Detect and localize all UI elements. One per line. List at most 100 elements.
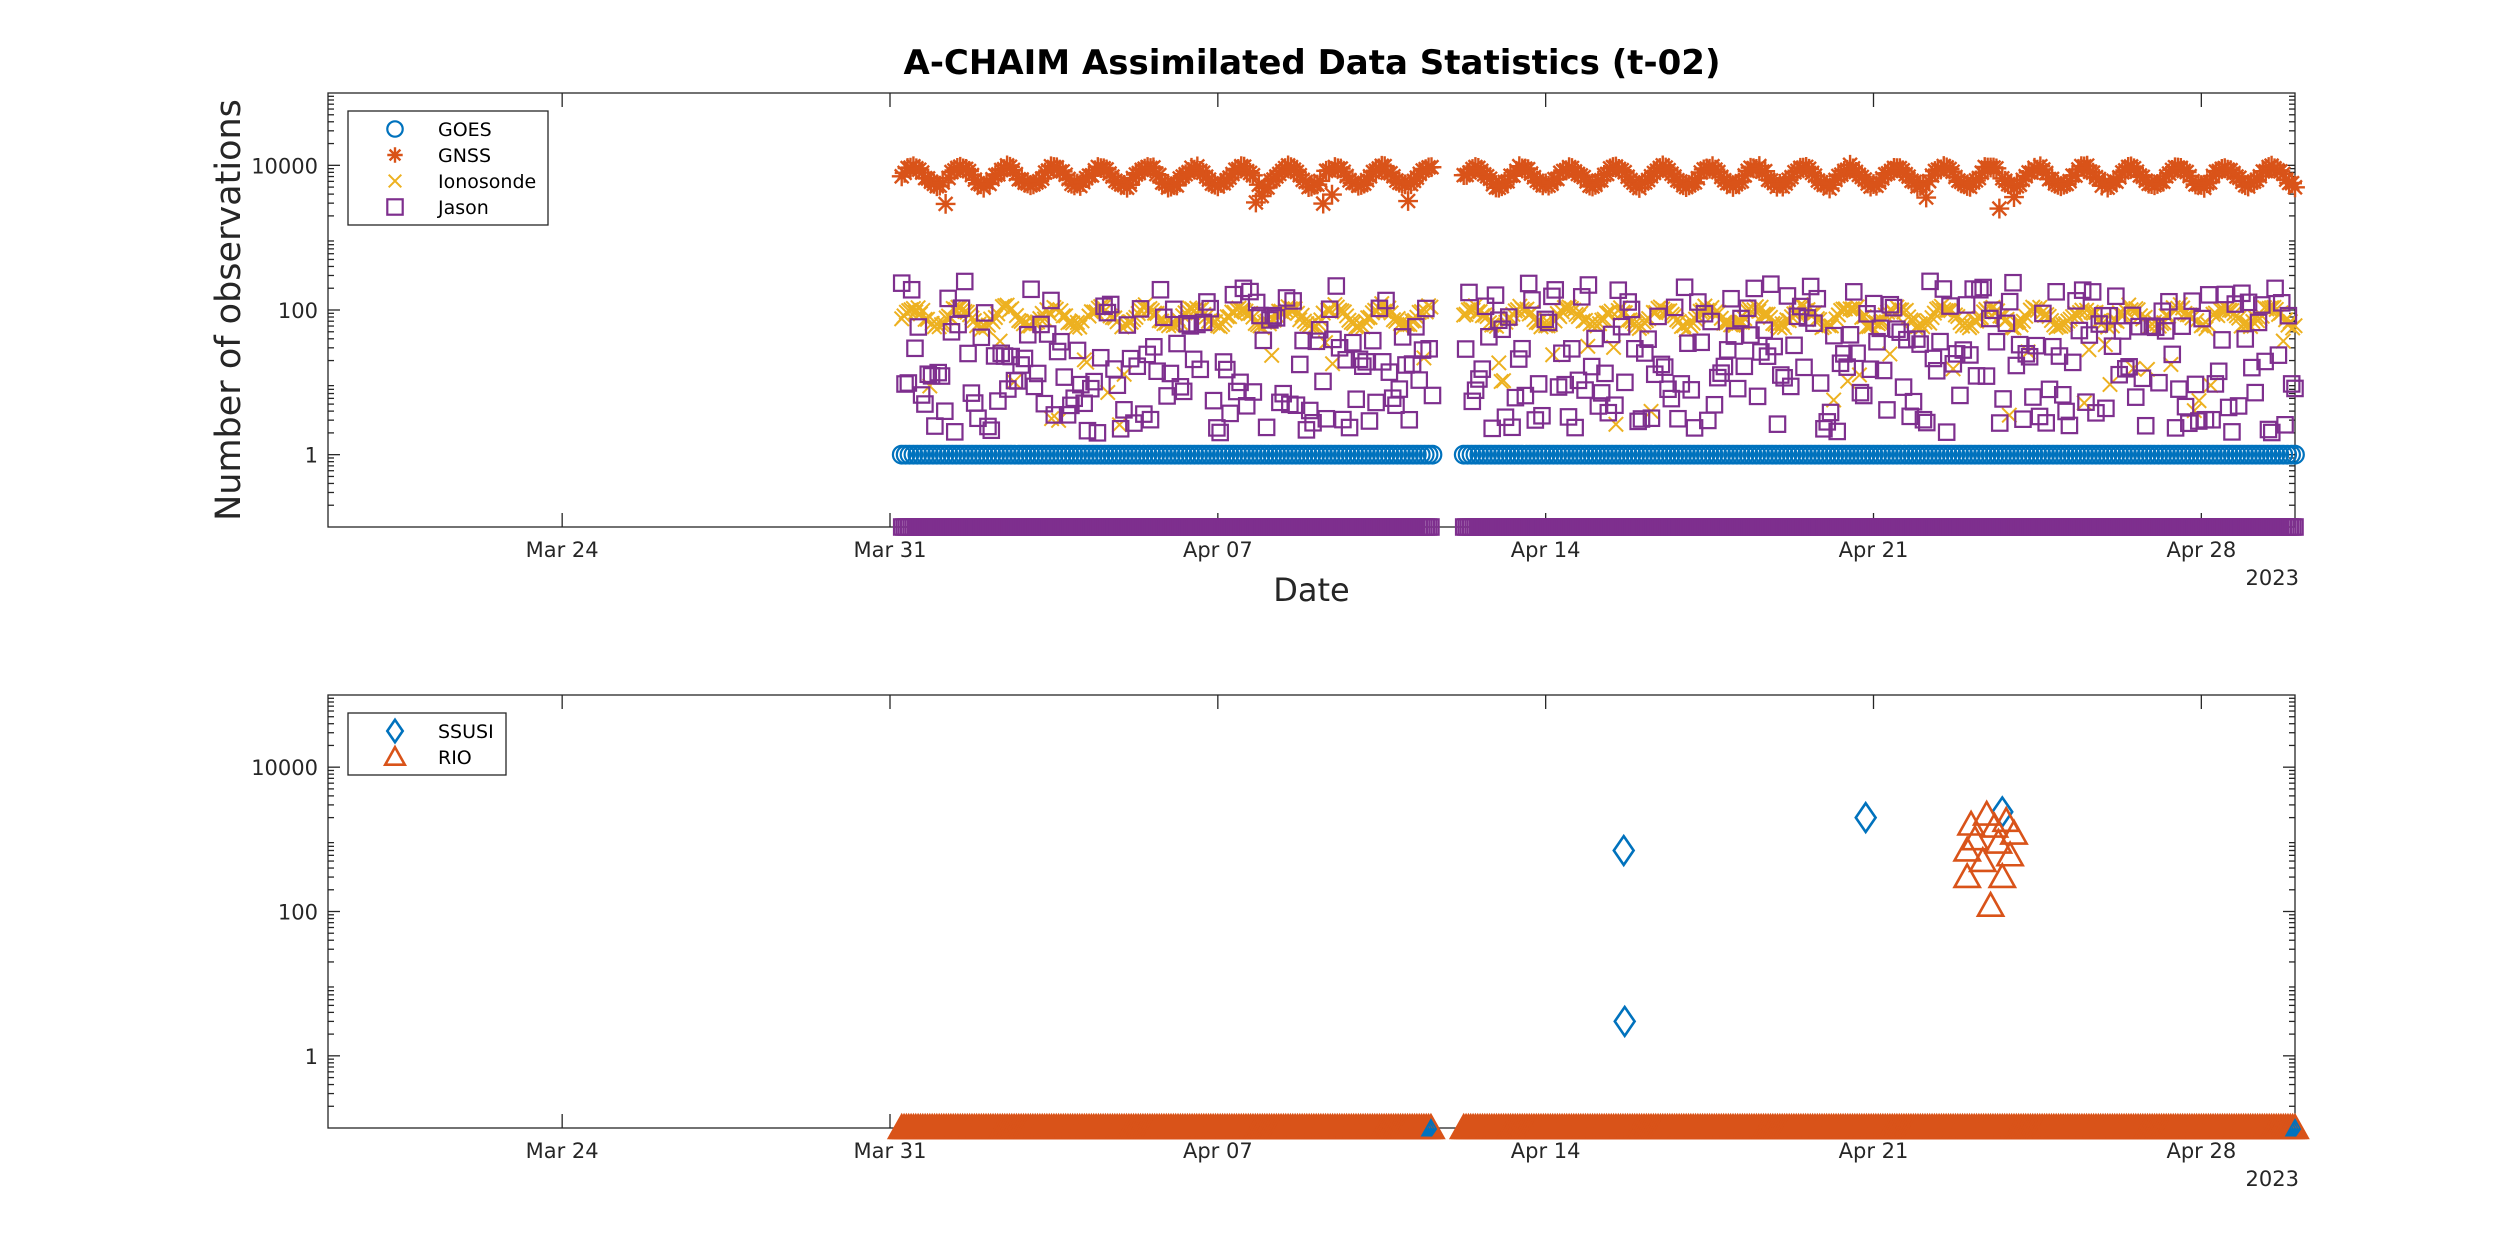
jason-marker [1931,332,1949,351]
jason-marker [1287,396,1306,415]
jason-marker [2034,304,2052,323]
legend-marker-rio [382,744,408,766]
jason-marker [1961,346,1979,364]
legend: SSUSI RIO [347,712,507,776]
rio-marker [1967,845,1998,873]
gnss-marker [2004,187,2024,207]
rio-marker [1971,799,2002,826]
jason-marker [1390,380,1409,398]
legend-marker-jason [386,198,404,216]
gnss-marker [1120,174,1140,195]
x-axis-label: Date [1273,571,1349,609]
jason-marker [1015,349,1034,368]
y-tick-label: 10000 [251,756,318,780]
legend: GOES GNSS Ionosonde Jason [347,110,549,226]
gnss-marker [1322,184,1342,205]
jason-marker [2249,313,2268,332]
gnss-marker [1506,160,1527,181]
gnss-marker [1916,187,1937,208]
jason-marker [1742,326,1760,344]
jason-marker [1499,308,1518,326]
gnss-marker [1313,193,1334,214]
jason-marker [1927,361,1946,380]
jason-marker [2183,292,2201,310]
jason-marker [1924,349,1943,368]
gnss-marker [1257,177,1278,198]
jason-marker [1131,300,1150,318]
jason-marker [1596,364,1614,383]
jason-marker [1539,313,1558,332]
jason-marker [1204,391,1223,410]
jason-marker [1164,300,1183,319]
ionosonde-marker [1921,315,1938,332]
jason-marker [1811,374,1830,392]
jason-marker [1377,291,1395,310]
data-layer [891,154,2305,536]
jason-marker [1888,320,1906,338]
jason-marker [1735,357,1754,376]
x-tick-label: Mar 24 [526,1139,599,1163]
jason-marker [1553,344,1571,363]
ionosonde-marker [1495,372,1512,389]
jason-marker [1941,297,1959,315]
jason-marker [1705,395,1724,414]
jason-marker [1490,311,1508,330]
jason-marker [1745,279,1764,298]
jason-marker [1655,358,1674,376]
jason-marker [1257,418,1276,437]
legend-box [347,712,507,776]
ionosonde-marker [1336,304,1353,320]
jason-marker [916,395,934,413]
gnss-marker [1822,174,1843,195]
jason-marker [1848,344,1866,363]
jason-marker [2236,330,2255,348]
jason-marker [1420,340,1438,358]
gnss-marker [1243,165,1263,186]
jason-marker [1639,330,1657,348]
jason-marker [1828,422,1847,441]
jason-marker [2117,360,2135,378]
gnss-marker [2021,162,2042,183]
jason-marker [1679,334,1697,353]
jason-marker [1908,330,1926,348]
x-tick-label: Mar 31 [853,1139,926,1163]
jason-marker [1844,283,1863,301]
jason-marker [1078,421,1097,440]
jason-marker [1878,401,1896,419]
ionosonde-marker [914,302,931,319]
jason-marker [1612,317,1631,336]
jason-marker [1307,332,1326,351]
legend-label: GOES [438,119,492,141]
jason-marker [959,344,977,363]
gnss-marker [1919,171,1940,192]
ssusi-marker [1613,1004,1637,1039]
ionosonde-marker [1099,384,1116,401]
jason-marker [1894,378,1913,396]
jason-marker [1347,390,1365,409]
ionosonde-marker [2001,407,2018,424]
jason-marker [1977,367,1996,385]
gnss-marker [1913,174,1934,195]
jason-marker [2223,423,2241,441]
jason-marker [2053,386,2072,404]
jason-marker [2077,393,2095,411]
rio-marker [1987,861,2018,889]
ionosonde-marker [1310,315,1327,332]
gnss-marker [1310,171,1331,191]
gnss-marker [2009,174,2030,195]
jason-marker [919,365,938,384]
gnss-marker [1398,191,1418,211]
jason-marker [912,386,931,404]
jason-marker [2180,414,2198,433]
jason-marker [2203,410,2221,429]
jason-marker [1251,306,1269,325]
jason-marker [975,304,994,322]
jason-marker [1579,276,1598,294]
jason-marker [1795,358,1813,377]
rio-marker [1995,840,2025,867]
jason-marker [1300,401,1319,420]
ionosonde-marker [1031,310,1048,327]
jason-marker [1755,321,1774,339]
ionosonde-marker [2123,301,2139,318]
